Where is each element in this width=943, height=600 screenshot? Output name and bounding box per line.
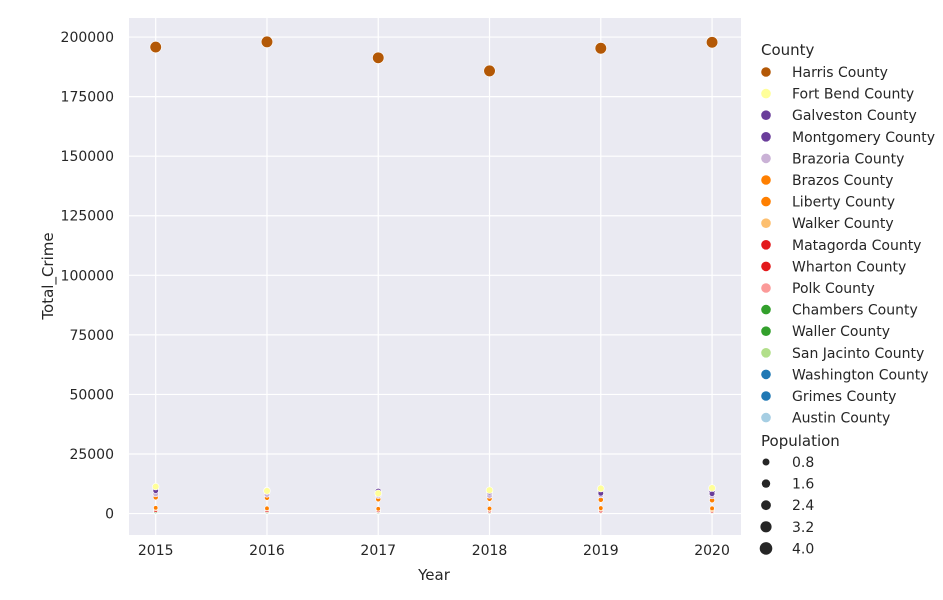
point-harris-county [260,35,274,48]
legend-size-marker [760,521,772,533]
legend-size-title: Population [761,432,840,450]
legend-marker [761,283,771,293]
legend-label: Walker County [792,216,894,232]
legend-marker [761,175,771,185]
y-tick-label: 150000 [61,149,114,165]
legend-hue-items: Harris County Fort Bend County Galveston C… [761,65,935,427]
y-tick-label: 50000 [69,387,114,403]
point-fort-bend-county [374,489,382,497]
point-fort-bend-county [485,486,494,494]
legend-marker [761,196,771,207]
legend-marker [761,412,771,423]
point-liberty-county [375,506,381,512]
legend-label: Grimes County [792,389,896,405]
legend-size-label: 3.2 [792,520,814,536]
legend-marker [761,369,771,380]
legend-marker [761,218,771,228]
y-axis-label: Total_Crime [39,232,58,320]
x-tick-label: 2018 [472,543,508,559]
y-tick-label: 100000 [61,268,114,284]
legend-label: Wharton County [792,259,906,275]
x-tick-label: 2017 [360,543,396,559]
point-liberty-county [486,505,493,512]
x-tick-label: 2020 [694,543,730,559]
legend-marker [761,67,771,77]
legend-label: Chambers County [792,303,918,319]
legend-marker [761,326,771,337]
legend-size-label: 2.4 [792,498,814,514]
legend-size-marker [762,458,770,466]
legend-label: Polk County [792,281,875,297]
legend-label: Montgomery County [792,130,935,146]
legend-label: Washington County [792,367,929,383]
x-tick-label: 2019 [583,543,619,559]
x-axis-label: Year [417,566,451,584]
legend-marker [761,261,771,272]
y-tick-label: 175000 [61,90,114,106]
y-tick-label: 25000 [69,447,114,463]
legend-label: Fort Bend County [792,87,914,103]
legend-label: Brazoria County [792,151,904,167]
y-tick-label: 200000 [61,30,114,46]
legend-marker [761,110,771,120]
legend-marker [761,304,771,315]
legend-label: Waller County [792,324,890,340]
legend-size-label: 4.0 [792,541,814,557]
point-harris-county [149,40,162,54]
grid-lines [129,18,741,535]
point-harris-county [705,36,719,49]
legend-marker [761,132,771,142]
point-liberty-county [709,505,715,511]
y-tick-labels: 0 25000 50000 75000 100000 125000 150000 175000… [61,30,114,522]
y-tick-label: 0 [105,507,114,523]
legend-size-marker [761,500,771,511]
legend-label: Galveston County [792,108,917,124]
y-tick-label: 75000 [69,328,114,344]
point-harris-county [372,51,385,64]
legend-size-marker [759,542,773,555]
point-liberty-county [598,505,604,511]
legend-hue-title: County [761,41,815,59]
legend-label: San Jacinto County [792,346,924,362]
point-fort-bend-county [708,484,716,492]
legend-size-label: 0.8 [792,455,814,471]
plot-area [129,18,741,535]
x-tick-label: 2016 [249,543,285,559]
point-harris-county [594,42,607,55]
point-fort-bend-county [597,484,605,493]
point-harris-county [483,64,496,77]
legend-label: Matagorda County [792,238,921,254]
legend-label: Austin County [792,411,890,427]
y-tick-label: 125000 [61,209,114,225]
legend-marker [761,348,771,358]
legend-marker [761,240,771,250]
x-tick-label: 2015 [138,543,174,559]
legend-size-marker [761,479,771,488]
point-liberty-county [153,505,159,511]
x-tick-labels: 2015 2016 2017 2018 2019 2020 [138,543,730,559]
legend-marker [761,88,771,99]
point-galveston-county [708,490,716,497]
legend-marker [761,153,771,164]
point-fort-bend-county [263,487,271,495]
legend-label: Liberty County [792,195,895,211]
point-liberty-county [264,505,270,511]
legend-size-items: 0.8 1.6 2.4 3.2 4.0 [759,455,814,557]
data-points [149,35,719,516]
point-fort-bend-county [152,483,160,491]
legend-marker [761,391,771,401]
legend-label: Harris County [792,65,888,81]
legend-label: Brazos County [792,173,893,189]
legend-size-label: 1.6 [792,477,814,493]
legend: County Harris County Fort Bend County Galv… [759,41,935,557]
